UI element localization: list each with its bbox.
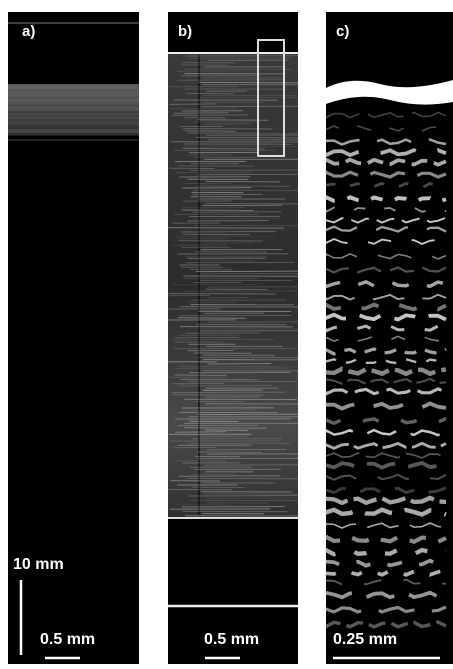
scale-bar-label: 0.25 mm xyxy=(333,631,397,648)
scale-bar-label: 10 mm xyxy=(13,556,64,573)
tissue-region xyxy=(168,53,298,518)
panel-label: c) xyxy=(336,23,349,40)
scale-bar-label: 0.5 mm xyxy=(204,631,259,648)
panel-c: c) 0.25 mm xyxy=(326,12,453,664)
panel-b: b) 0.5 mm xyxy=(168,12,298,664)
panel-label: b) xyxy=(178,23,192,40)
scale-bar-label: 0.5 mm xyxy=(40,631,95,648)
panel-label: a) xyxy=(22,23,35,40)
panel-a: a) 10 mm 0.5 mm xyxy=(8,12,139,664)
